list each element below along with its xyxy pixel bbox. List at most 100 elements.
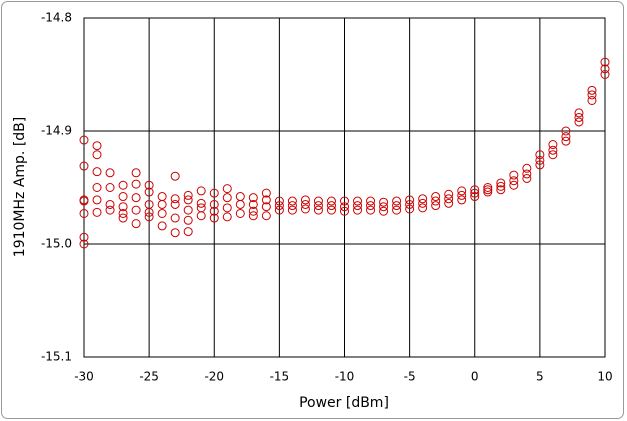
point [222, 184, 232, 194]
point [183, 205, 193, 215]
plot-area [83, 17, 606, 358]
point [561, 136, 571, 146]
point [222, 203, 232, 213]
point [105, 183, 115, 192]
x-tick-label: -10 [335, 370, 355, 384]
x-tick-label: -25 [139, 370, 159, 384]
point [522, 173, 532, 183]
point [170, 213, 180, 223]
point [574, 117, 584, 127]
point [209, 188, 219, 198]
x-tick-label: -30 [74, 370, 94, 384]
point [418, 203, 428, 213]
point [157, 208, 167, 218]
point [235, 199, 245, 209]
point [313, 205, 323, 215]
point [79, 208, 89, 218]
point [418, 198, 428, 208]
point [353, 196, 363, 206]
point [222, 193, 232, 203]
point [431, 201, 441, 211]
x-tick-label: 5 [536, 370, 544, 384]
point [105, 199, 115, 209]
point [326, 201, 336, 211]
point [144, 207, 154, 217]
point [574, 112, 584, 122]
point [183, 195, 193, 205]
point [144, 187, 154, 197]
point [366, 205, 376, 215]
point [444, 194, 454, 204]
point [222, 212, 232, 222]
point [483, 187, 493, 197]
point [326, 205, 336, 215]
point [261, 202, 271, 212]
point [561, 132, 571, 142]
point [366, 196, 376, 206]
point [548, 140, 558, 150]
point [79, 161, 89, 171]
point [444, 189, 454, 199]
point [300, 199, 310, 209]
point [170, 228, 180, 238]
point [340, 202, 349, 212]
point [92, 150, 102, 160]
x-tick-label: -20 [204, 370, 224, 384]
point [209, 206, 219, 216]
point [392, 201, 402, 211]
point [118, 208, 128, 218]
point [392, 196, 402, 206]
point [340, 206, 349, 216]
point [118, 180, 128, 190]
point [92, 195, 102, 205]
point [183, 227, 193, 237]
point [144, 212, 154, 222]
point [118, 213, 128, 223]
point [522, 163, 532, 173]
point [131, 193, 141, 203]
point [287, 205, 297, 215]
point [574, 108, 584, 118]
point [131, 219, 141, 229]
point [366, 201, 376, 211]
y-tick-label: -14.8 [41, 11, 72, 25]
point [157, 199, 167, 209]
x-tick-label: -15 [270, 370, 290, 384]
point [248, 193, 258, 203]
point [248, 211, 258, 221]
point [131, 179, 141, 189]
point [535, 150, 545, 160]
point [522, 169, 532, 179]
point [509, 180, 519, 190]
point [144, 180, 154, 190]
point [535, 160, 545, 170]
point [444, 198, 454, 208]
point [235, 208, 245, 218]
point [483, 183, 493, 192]
point [274, 201, 284, 211]
point [300, 195, 310, 205]
x-tick-label: 10 [597, 370, 612, 384]
point [170, 171, 180, 181]
point [470, 188, 480, 198]
point [170, 199, 180, 209]
point [587, 85, 597, 95]
point [379, 206, 389, 216]
point [600, 57, 610, 67]
point [457, 190, 467, 200]
point [431, 192, 441, 202]
point [92, 141, 102, 151]
point [118, 202, 128, 212]
point [600, 70, 610, 79]
point [587, 90, 597, 100]
point [92, 183, 102, 192]
y-tick-label: -14.9 [41, 124, 72, 138]
point [379, 202, 389, 212]
y-tick-label: -15.1 [41, 350, 72, 364]
point [79, 196, 89, 206]
point [209, 199, 219, 209]
point [392, 205, 402, 215]
point [274, 205, 284, 215]
